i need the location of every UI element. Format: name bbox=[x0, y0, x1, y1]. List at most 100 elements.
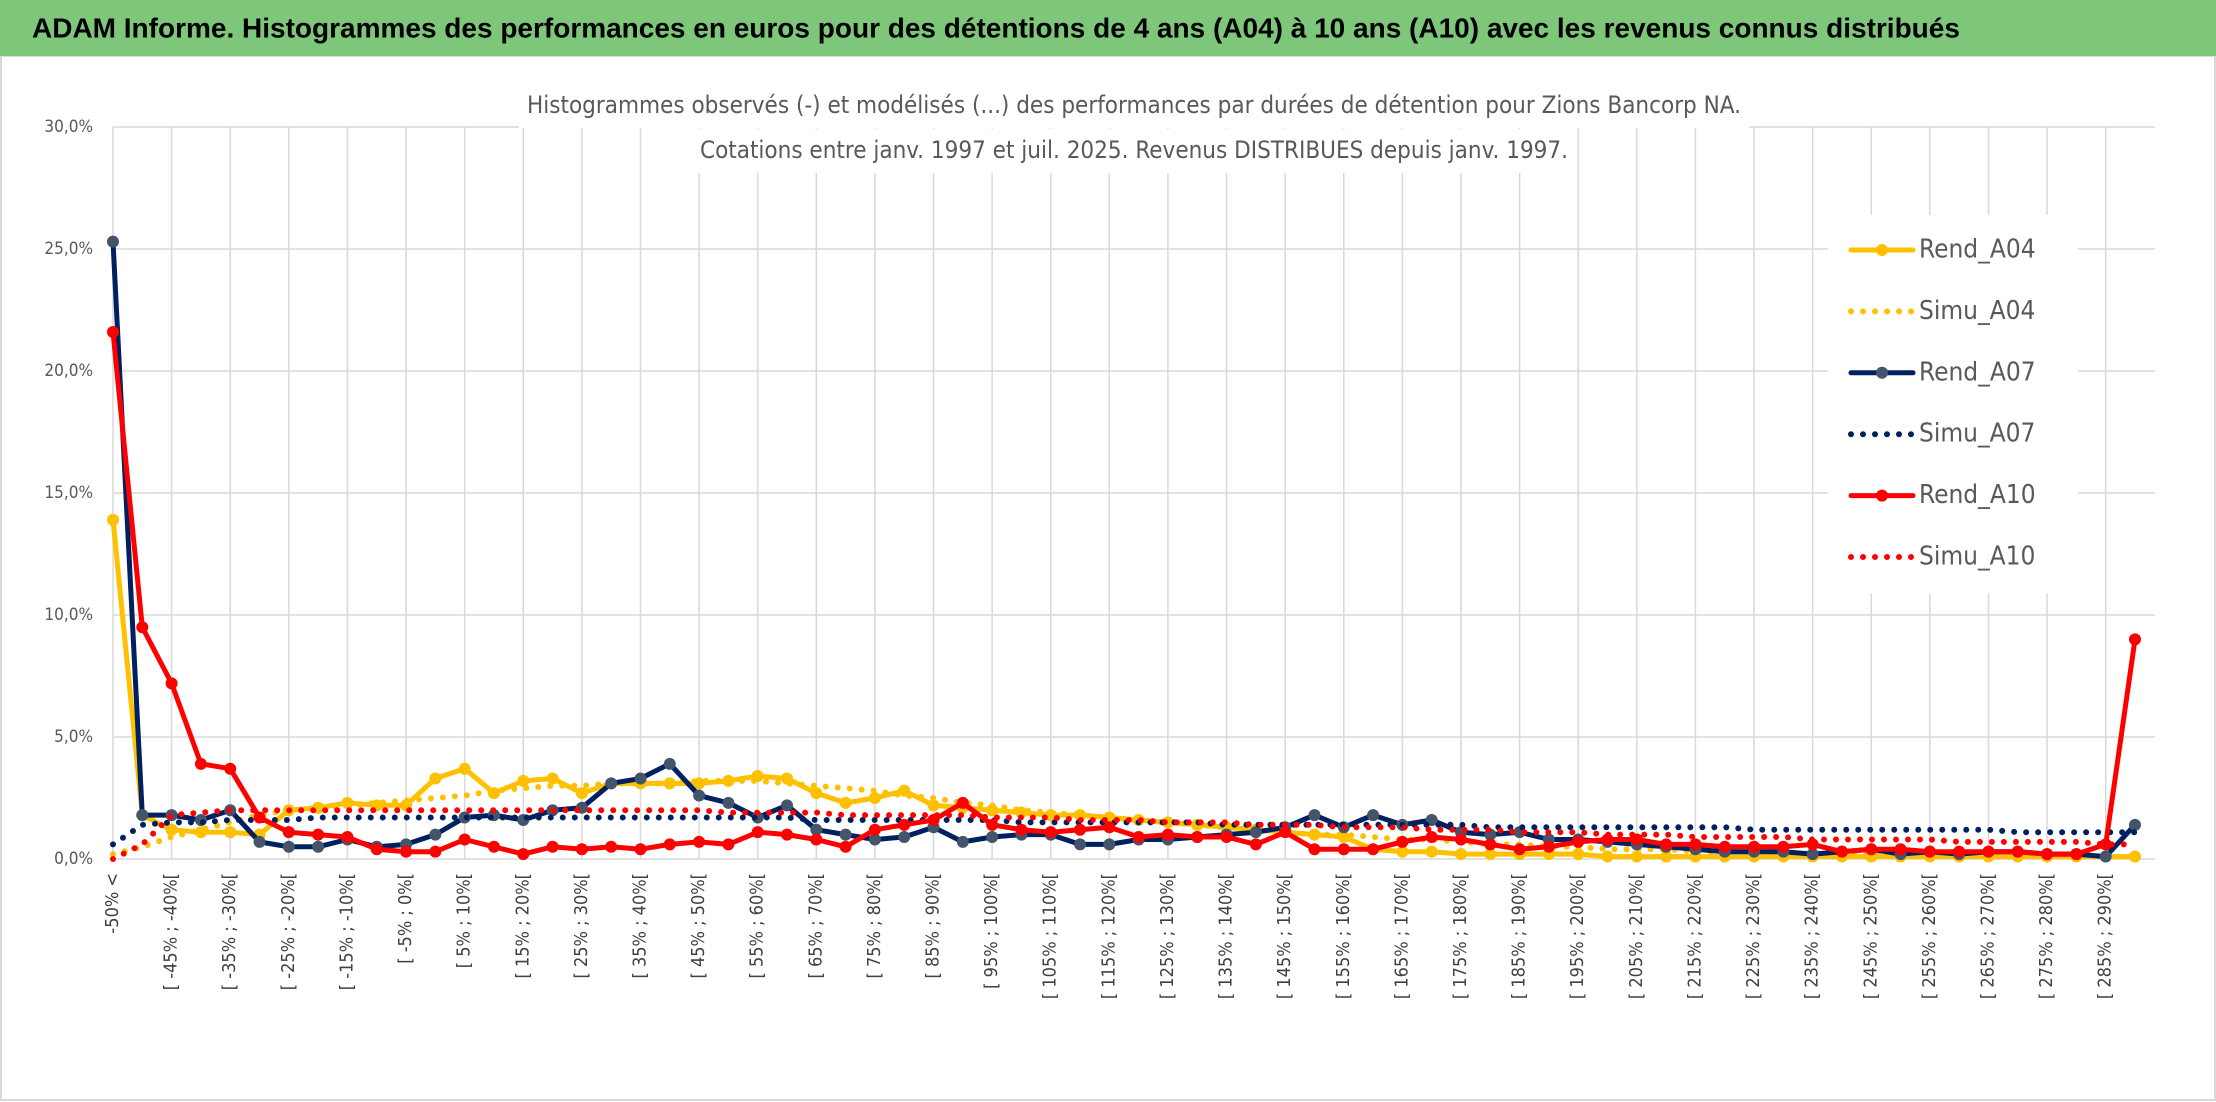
marker bbox=[986, 818, 999, 831]
marker bbox=[165, 823, 178, 836]
marker bbox=[107, 235, 119, 248]
y-tick-label: 20,0% bbox=[44, 361, 93, 381]
marker bbox=[2129, 633, 2141, 646]
x-tick-label: [ 5% ; 10%[ bbox=[454, 873, 475, 968]
x-tick-label: [ 45% ; 50%[ bbox=[688, 873, 709, 979]
marker bbox=[1806, 838, 1819, 851]
marker bbox=[1249, 838, 1262, 851]
marker bbox=[1923, 845, 1936, 858]
chart-title: Histogrammes observés (-) et modélisés (… bbox=[527, 91, 1741, 119]
x-tick-label: [ -15% ; -10%[ bbox=[336, 873, 357, 990]
marker bbox=[224, 826, 237, 839]
marker bbox=[517, 848, 530, 861]
marker bbox=[1367, 809, 1380, 822]
marker bbox=[429, 772, 442, 785]
marker bbox=[1572, 848, 1585, 861]
marker bbox=[986, 804, 999, 817]
marker bbox=[370, 843, 383, 856]
x-tick-label: [ 195% ; 200%[ bbox=[1567, 873, 1588, 999]
marker bbox=[282, 840, 295, 853]
legend-backing bbox=[1828, 215, 2078, 594]
x-tick-label: [ 105% ; 110%[ bbox=[1040, 873, 1061, 999]
x-tick-label: [ 55% ; 60%[ bbox=[747, 873, 768, 979]
x-tick-label: [ 95% ; 100%[ bbox=[981, 873, 1002, 989]
legend-marker bbox=[1876, 366, 1888, 379]
marker bbox=[1367, 843, 1380, 856]
y-tick-label: 0,0% bbox=[54, 849, 93, 869]
marker bbox=[1308, 809, 1321, 822]
marker bbox=[224, 762, 237, 775]
marker bbox=[810, 823, 823, 836]
marker bbox=[1982, 845, 1995, 858]
marker bbox=[634, 843, 647, 856]
x-tick-label: [ 145% ; 150%[ bbox=[1274, 873, 1295, 999]
marker bbox=[1103, 821, 1116, 834]
legend-label: Rend_A04 bbox=[1919, 235, 2036, 265]
marker bbox=[898, 818, 911, 831]
marker bbox=[2041, 848, 2054, 861]
marker bbox=[546, 772, 559, 785]
marker bbox=[1660, 850, 1673, 863]
dotted-line bbox=[110, 807, 2138, 862]
x-tick-label: [ 245% ; 250%[ bbox=[1860, 873, 1881, 999]
marker bbox=[2129, 818, 2141, 831]
x-tick-label: [ 225% ; 230%[ bbox=[1743, 873, 1764, 999]
legend-label: Rend_A07 bbox=[1919, 357, 2036, 387]
marker bbox=[194, 757, 207, 770]
x-tick-label: [ 265% ; 270%[ bbox=[1977, 873, 1998, 999]
marker bbox=[663, 838, 676, 851]
x-tick-label: [ -35% ; -30%[ bbox=[219, 873, 240, 990]
marker bbox=[1542, 840, 1555, 853]
marker bbox=[1103, 838, 1116, 851]
marker bbox=[1249, 826, 1262, 839]
dotted-line bbox=[110, 814, 2138, 848]
marker bbox=[810, 787, 823, 800]
marker bbox=[722, 838, 735, 851]
marker bbox=[1337, 843, 1350, 856]
marker bbox=[1894, 843, 1907, 856]
legend-label: Simu_A07 bbox=[1919, 419, 2035, 449]
line bbox=[110, 239, 2138, 860]
x-tick-label: [ -45% ; -40%[ bbox=[161, 873, 182, 990]
marker bbox=[868, 833, 881, 846]
marker bbox=[253, 811, 266, 824]
marker bbox=[253, 835, 266, 848]
marker bbox=[1601, 850, 1614, 863]
marker bbox=[2099, 850, 2112, 863]
x-tick-label: -50% < bbox=[102, 873, 123, 934]
marker bbox=[400, 845, 413, 858]
title-backing bbox=[519, 84, 1749, 128]
marker bbox=[839, 828, 852, 841]
marker bbox=[1425, 831, 1438, 844]
marker bbox=[663, 757, 676, 770]
marker bbox=[868, 792, 881, 804]
legend-label: Rend_A10 bbox=[1919, 480, 2036, 510]
marker bbox=[839, 840, 852, 853]
x-tick-label: [ 215% ; 220%[ bbox=[1684, 873, 1705, 999]
marker bbox=[1455, 848, 1467, 861]
y-tick-label: 5,0% bbox=[54, 727, 93, 747]
marker bbox=[1044, 826, 1057, 839]
marker bbox=[693, 789, 706, 802]
x-tick-label: [ 125% ; 130%[ bbox=[1157, 873, 1178, 999]
marker bbox=[956, 796, 969, 809]
x-tick-label: [ 75% ; 80%[ bbox=[864, 873, 885, 979]
x-tick-label: [ 205% ; 210%[ bbox=[1626, 873, 1647, 999]
marker bbox=[487, 840, 500, 853]
x-tick-label: [ 25% ; 30%[ bbox=[571, 873, 592, 979]
marker bbox=[927, 799, 940, 812]
chart-subtitle: Cotations entre janv. 1997 et juil. 2025… bbox=[700, 136, 1568, 164]
marker bbox=[575, 843, 588, 856]
x-tick-label: [ 65% ; 70%[ bbox=[805, 873, 826, 979]
x-tick-label: [ -5% ; 0%[ bbox=[395, 873, 416, 964]
marker bbox=[1220, 831, 1233, 844]
y-tick-label: 10,0% bbox=[44, 605, 93, 625]
x-tick-label: [ -25% ; -20%[ bbox=[278, 873, 299, 990]
marker bbox=[868, 823, 881, 836]
marker bbox=[1484, 848, 1497, 861]
marker bbox=[312, 828, 325, 841]
marker bbox=[1806, 848, 1819, 861]
marker bbox=[282, 826, 295, 839]
marker bbox=[634, 772, 647, 785]
